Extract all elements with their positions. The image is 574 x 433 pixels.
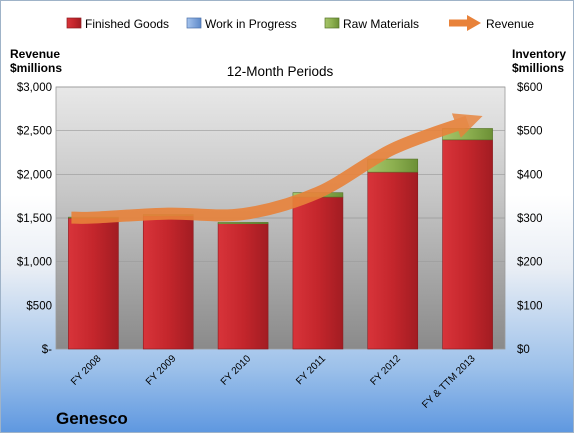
legend-item-work-in-progress[interactable]: Work in Progress xyxy=(186,17,297,31)
bar-finished-goods[interactable] xyxy=(217,223,269,350)
right-axis-ticks: $0 $100 $200 $300 $400 $500 $600 xyxy=(517,82,543,356)
left-axis-title-line1: Revenue xyxy=(10,47,60,61)
category-label: FY 2011 xyxy=(294,353,328,387)
revenue-series xyxy=(71,113,483,224)
left-tick-label: $2,000 xyxy=(17,169,52,181)
bar-finished-goods[interactable] xyxy=(367,171,419,350)
bars xyxy=(68,128,493,350)
legend-arrow-revenue xyxy=(467,15,481,31)
legend-item-finished-goods[interactable]: Finished Goods xyxy=(66,17,169,31)
left-tick-label: $1,000 xyxy=(17,257,52,269)
legend-label-revenue: Revenue xyxy=(486,17,534,31)
right-tick-label: $300 xyxy=(517,213,543,225)
left-tick-label: $500 xyxy=(26,300,52,312)
left-tick-label: $3,000 xyxy=(17,82,52,94)
category-label: FY 2012 xyxy=(368,353,403,388)
legend-swatch-raw-materials xyxy=(324,17,340,29)
category-label: FY & TTM 2013 xyxy=(420,353,478,411)
bar-finished-goods[interactable] xyxy=(142,215,194,350)
left-tick-label: $2,500 xyxy=(17,126,52,138)
revenue-line[interactable] xyxy=(71,113,483,224)
legend-item-revenue[interactable]: Revenue xyxy=(449,15,534,31)
company-name: Genesco xyxy=(56,409,128,428)
right-tick-label: $200 xyxy=(517,257,543,269)
bar-finished-goods[interactable] xyxy=(292,196,344,350)
category-label: FY 2008 xyxy=(69,353,104,388)
category-labels: FY 2008 FY 2009 FY 2010 FY 2011 FY 2012 FY & … xyxy=(69,353,478,411)
left-tick-label: $1,500 xyxy=(17,213,52,225)
bar-finished-goods[interactable] xyxy=(442,139,493,350)
right-tick-label: $500 xyxy=(517,126,543,138)
right-tick-label: $600 xyxy=(517,82,543,94)
right-tick-label: $0 xyxy=(517,344,530,356)
left-axis-ticks: $- $500 $1,000 $1,500 $2,000 $2,500 $3,000 xyxy=(17,82,52,356)
legend: Finished Goods Work in Progress Raw Mate… xyxy=(66,15,534,31)
left-axis-title-line2: $millions xyxy=(10,61,62,75)
category-label: FY 2010 xyxy=(219,353,254,388)
right-axis-title-line1: Inventory xyxy=(512,47,566,61)
bar-raw-materials[interactable] xyxy=(217,222,269,224)
category-label: FY 2009 xyxy=(144,353,179,388)
legend-label-raw-materials: Raw Materials xyxy=(343,17,419,31)
right-tick-label: $100 xyxy=(517,300,543,312)
left-tick-label: $- xyxy=(42,344,52,356)
legend-item-raw-materials[interactable]: Raw Materials xyxy=(324,17,419,31)
legend-label-finished-goods: Finished Goods xyxy=(85,17,169,31)
bar-finished-goods[interactable] xyxy=(68,217,119,350)
legend-swatch-finished-goods xyxy=(66,17,82,29)
chart-subtitle: 12-Month Periods xyxy=(227,64,334,79)
legend-swatch-work-in-progress xyxy=(186,17,202,29)
right-tick-label: $400 xyxy=(517,169,543,181)
legend-label-work-in-progress: Work in Progress xyxy=(205,17,297,31)
right-axis-title-line2: $millions xyxy=(512,61,564,75)
